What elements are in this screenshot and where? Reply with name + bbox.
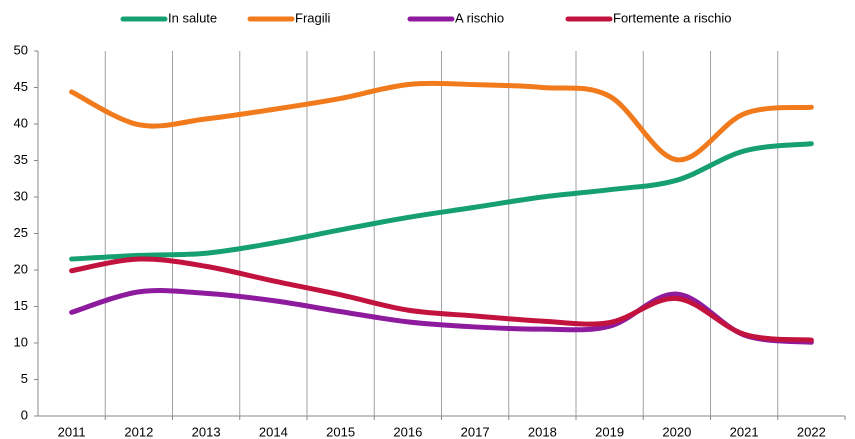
y-tick-label: 30 [14, 188, 28, 203]
y-tick-label: 50 [14, 42, 28, 57]
y-tick-label: 20 [14, 261, 28, 276]
series-line [69, 141, 814, 262]
y-tick-label: 5 [21, 371, 28, 386]
x-tick-label: 2022 [797, 424, 826, 439]
series-line [69, 256, 814, 343]
x-tick-label: 2011 [58, 424, 86, 439]
y-tick-label: 25 [14, 225, 28, 240]
legend-label: Fragili [295, 10, 331, 25]
x-tick-label: 2012 [124, 424, 153, 439]
y-tick-label: 10 [14, 334, 28, 349]
x-tick-label: 2018 [528, 424, 557, 439]
x-tick-label: 2017 [461, 424, 490, 439]
x-tick-label: 2019 [595, 424, 624, 439]
y-tick-label: 45 [14, 79, 28, 94]
legend-label: In salute [168, 10, 217, 25]
y-tick-label: 35 [14, 152, 28, 167]
y-tick-label: 15 [14, 298, 28, 313]
series-line [69, 80, 814, 163]
y-tick-label: 40 [14, 115, 28, 130]
x-tick-label: 2015 [326, 424, 355, 439]
legend-label: Fortemente a rischio [613, 10, 732, 25]
legend-label: A rischio [455, 10, 504, 25]
x-tick-label: 2016 [393, 424, 422, 439]
x-tick-label: 2021 [730, 424, 759, 439]
x-tick-label: 2020 [662, 424, 691, 439]
series-line [69, 288, 814, 345]
x-tick-label: 2013 [192, 424, 221, 439]
x-tick-label: 2014 [259, 424, 288, 439]
y-tick-label: 0 [21, 407, 28, 422]
